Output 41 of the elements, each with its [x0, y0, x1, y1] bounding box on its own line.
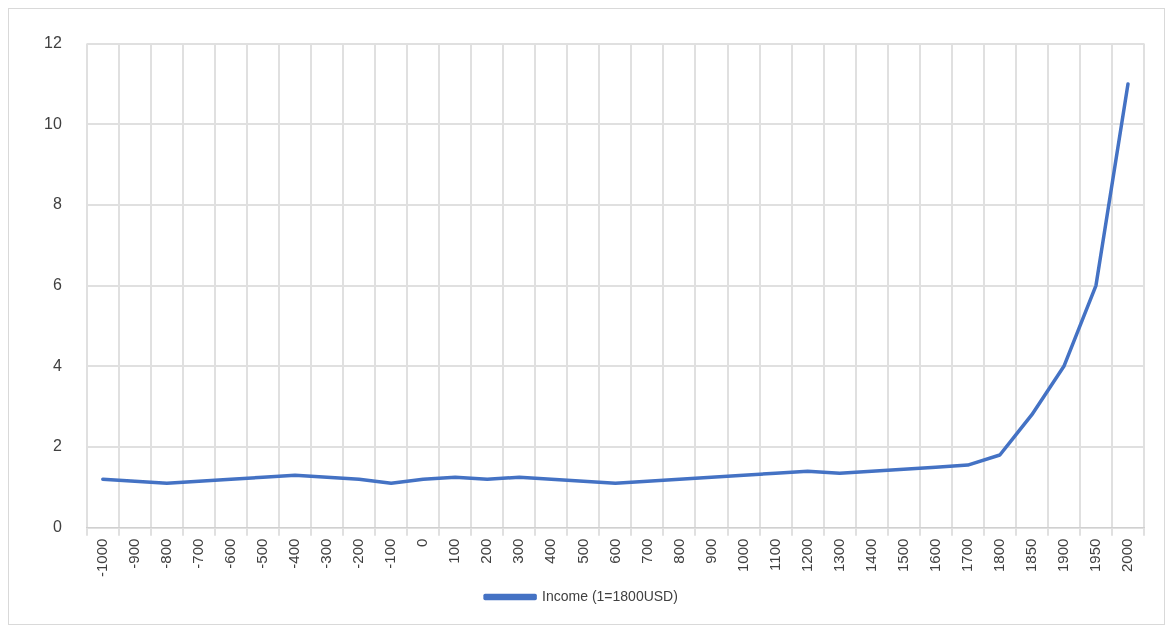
y-tick-label: 12 — [44, 34, 62, 52]
x-tick-label: 100 — [445, 538, 463, 564]
x-tick-label: 1900 — [1054, 538, 1072, 573]
x-tick-label: 600 — [605, 538, 623, 564]
x-tick-label: -200 — [349, 538, 367, 569]
x-tick-label: -100 — [381, 538, 399, 569]
x-tick-label: -400 — [285, 538, 303, 569]
legend-label: Income (1=1800USD) — [542, 587, 678, 604]
x-tick-label: 700 — [637, 538, 655, 564]
y-tick-label: 10 — [44, 114, 62, 132]
x-tick-label: 1700 — [957, 538, 975, 573]
y-tick-label: 8 — [52, 195, 62, 213]
x-tick-label: -600 — [221, 538, 239, 569]
y-tick-label: 2 — [52, 437, 62, 455]
y-tick-label: 4 — [52, 356, 62, 374]
x-tick-label: 1200 — [797, 538, 815, 573]
x-tick-label: 500 — [573, 538, 591, 564]
x-tick-label: -300 — [317, 538, 335, 569]
x-tick-label: 1300 — [829, 538, 847, 573]
x-tick-label: 800 — [669, 538, 687, 564]
x-tick-label: 300 — [509, 538, 527, 564]
x-tick-label: 0 — [413, 538, 431, 547]
x-tick-label: 1000 — [733, 538, 751, 573]
x-tick-label: -900 — [124, 538, 142, 569]
x-tick-label: -500 — [253, 538, 271, 569]
x-tick-label: -700 — [189, 538, 207, 569]
x-tick-label: 1600 — [925, 538, 943, 573]
y-tick-label: 0 — [52, 518, 62, 536]
x-tick-label: 1400 — [861, 538, 879, 573]
x-tick-label: 200 — [477, 538, 495, 564]
y-tick-label: 6 — [52, 276, 62, 294]
x-tick-label: -800 — [157, 538, 175, 569]
x-tick-label: 1950 — [1086, 538, 1104, 573]
x-tick-label: 1500 — [893, 538, 911, 573]
x-tick-label: 900 — [701, 538, 719, 564]
x-tick-label: -1000 — [92, 538, 110, 578]
x-tick-label: 2000 — [1118, 538, 1136, 573]
x-tick-label: 1850 — [1022, 538, 1040, 573]
x-tick-label: 1100 — [765, 538, 783, 571]
x-tick-label: 1800 — [989, 538, 1007, 573]
x-tick-label: 400 — [541, 538, 559, 564]
